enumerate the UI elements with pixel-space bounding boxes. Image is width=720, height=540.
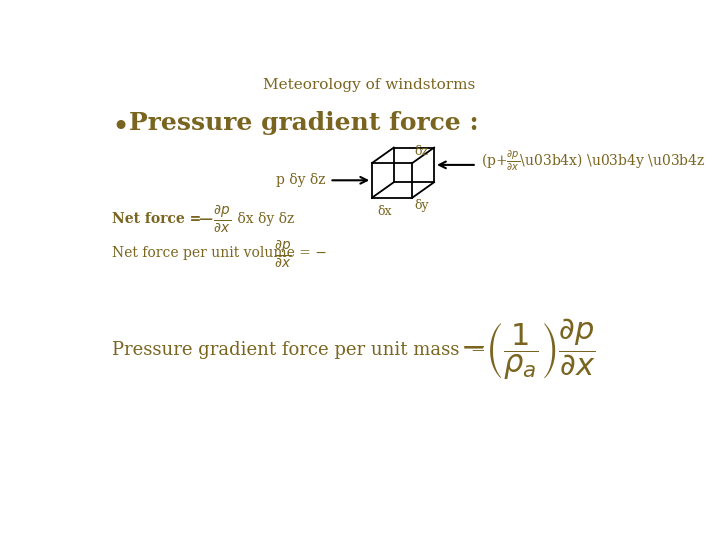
- Text: p δy δz: p δy δz: [276, 173, 325, 187]
- Text: δz: δz: [415, 145, 428, 158]
- Text: δx δy δz: δx δy δz: [233, 212, 294, 226]
- Text: $-\frac{\partial p}{\partial x}$: $-\frac{\partial p}{\partial x}$: [197, 204, 231, 234]
- Text: Net force per unit volume = −: Net force per unit volume = −: [112, 246, 327, 260]
- Text: $\frac{\partial p}{\partial x}$: $\frac{\partial p}{\partial x}$: [274, 238, 292, 268]
- Text: Pressure gradient force :: Pressure gradient force :: [129, 111, 478, 135]
- Text: $-\left(\dfrac{1}{\rho_a}\right)\dfrac{\partial p}{\partial x}$: $-\left(\dfrac{1}{\rho_a}\right)\dfrac{\…: [461, 317, 596, 382]
- Text: δy: δy: [415, 199, 429, 212]
- Text: (p+$\frac{\partial p}{\partial x}$\u03b4x) \u03b4y \u03b4z: (p+$\frac{\partial p}{\partial x}$\u03b4…: [481, 148, 705, 172]
- Text: Net force =: Net force =: [112, 212, 206, 226]
- Text: •: •: [112, 112, 130, 144]
- Text: Pressure gradient force per unit mass  =: Pressure gradient force per unit mass =: [112, 341, 485, 359]
- Text: Meteorology of windstorms: Meteorology of windstorms: [263, 78, 475, 92]
- Text: δx: δx: [377, 205, 392, 218]
